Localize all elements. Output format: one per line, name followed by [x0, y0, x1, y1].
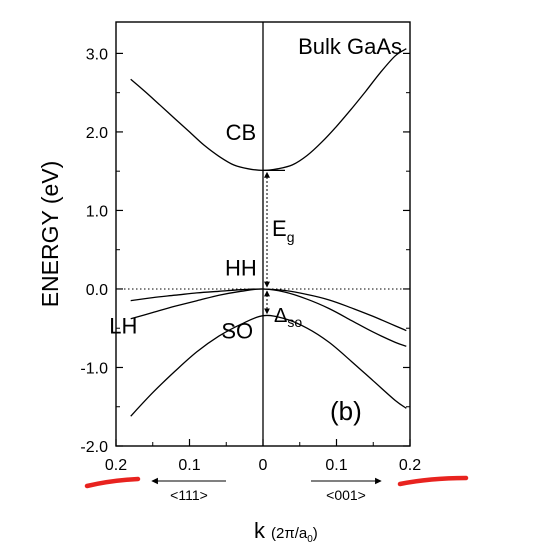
x-tick-label: 0.2 [105, 457, 127, 474]
y-tick-label: 0.0 [86, 282, 108, 299]
direction-label-001: <001> [326, 487, 366, 503]
series-cb-curve [130, 48, 407, 172]
y-tick-label: 3.0 [86, 46, 108, 63]
direction-label-111: <111> [170, 487, 208, 503]
band-labels: CB HH LH SO [109, 120, 257, 344]
y-tick-label: 2.0 [86, 125, 108, 142]
spin-orbit-label: Δso [274, 305, 302, 330]
band-label-hh: HH [225, 256, 257, 281]
band-label-lh: LH [109, 314, 137, 339]
series-hh-curve [130, 288, 407, 332]
band-gap-label: Eg [272, 216, 294, 245]
x-axis-ticks: 0.2 0.1 0 0.1 0.2 [105, 439, 421, 474]
y-axis-ticks: 3.0 2.0 1.0 0.0 -1.0 -2.0 [80, 46, 410, 456]
band-curves [130, 48, 407, 417]
y-tick-label: -2.0 [80, 439, 108, 456]
red-underline-right [397, 475, 469, 487]
chart-title: Bulk GaAs [298, 34, 402, 59]
y-axis-label: ENERGY (eV) [37, 161, 63, 308]
x-axis-label: k (2π/a0) [254, 518, 318, 545]
series-lh-curve [130, 288, 407, 347]
y-tick-label: -1.0 [80, 360, 108, 377]
band-label-cb: CB [226, 120, 257, 145]
red-underline-left [84, 476, 141, 489]
x-tick-label: 0 [259, 457, 268, 474]
x-tick-label: 0.1 [325, 457, 347, 474]
series-so-curve [130, 314, 407, 417]
band-label-so: SO [221, 318, 253, 343]
y-tick-label: 1.0 [86, 203, 108, 220]
x-tick-label: 0.1 [178, 457, 200, 474]
panel-label: (b) [330, 396, 362, 426]
x-tick-label: 0.2 [399, 457, 421, 474]
